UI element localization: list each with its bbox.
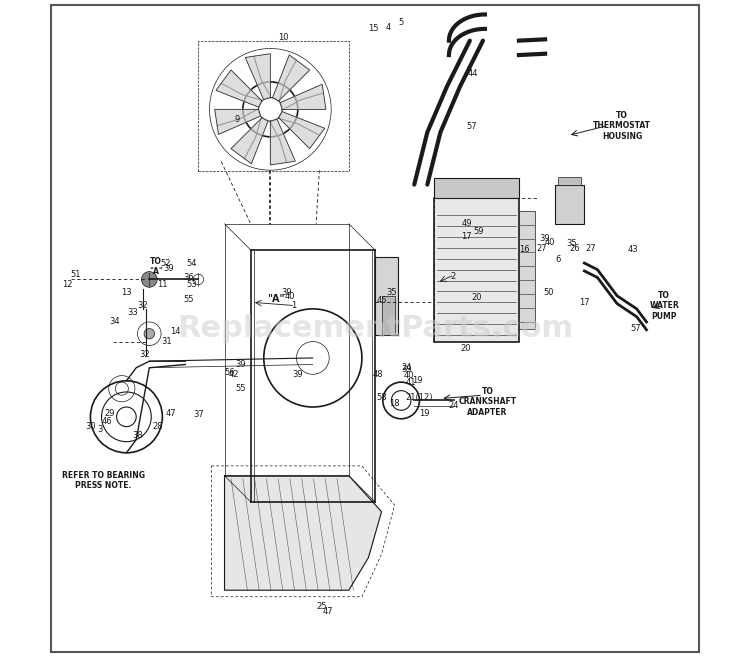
- Polygon shape: [245, 54, 270, 100]
- Text: 35: 35: [386, 288, 397, 297]
- Text: "A": "A": [267, 294, 284, 304]
- Polygon shape: [224, 476, 382, 590]
- Text: 14: 14: [170, 327, 181, 336]
- Text: TO
CRANKSHAFT
ADAPTER: TO CRANKSHAFT ADAPTER: [458, 387, 517, 417]
- Bar: [434, 178, 519, 198]
- Text: 10: 10: [278, 33, 289, 42]
- Text: 56: 56: [224, 369, 235, 378]
- Bar: [555, 185, 584, 224]
- Bar: [558, 177, 581, 185]
- Text: 2: 2: [451, 271, 456, 281]
- Polygon shape: [216, 70, 262, 107]
- Text: 39: 39: [292, 370, 303, 379]
- Text: 26: 26: [569, 244, 580, 253]
- Text: TO
WATER
PUMP: TO WATER PUMP: [650, 290, 679, 321]
- Text: 41: 41: [406, 378, 416, 387]
- Text: 39: 39: [540, 235, 550, 243]
- Text: 4: 4: [386, 23, 391, 32]
- Text: 20: 20: [460, 344, 470, 353]
- Polygon shape: [214, 109, 260, 135]
- Text: 59: 59: [473, 227, 484, 236]
- Text: 17: 17: [579, 298, 590, 307]
- Text: 1: 1: [290, 301, 296, 310]
- Text: 34: 34: [110, 317, 120, 327]
- Text: 19: 19: [419, 409, 429, 418]
- Text: 15: 15: [368, 24, 379, 34]
- Text: 27: 27: [536, 244, 548, 253]
- Text: 39: 39: [164, 264, 174, 273]
- Text: 43: 43: [628, 246, 639, 254]
- Circle shape: [144, 328, 154, 339]
- Text: 55: 55: [236, 384, 246, 393]
- Text: 57: 57: [466, 122, 477, 131]
- Bar: [375, 256, 398, 335]
- Text: 32: 32: [137, 301, 148, 310]
- Text: 53: 53: [187, 279, 197, 288]
- Text: 35: 35: [566, 239, 577, 248]
- Text: 27: 27: [586, 244, 596, 253]
- Text: 58: 58: [376, 393, 387, 401]
- Polygon shape: [279, 112, 325, 148]
- Text: 24: 24: [401, 363, 412, 373]
- Text: 39: 39: [236, 360, 246, 369]
- Text: 24: 24: [448, 401, 459, 409]
- Text: 13: 13: [121, 288, 132, 297]
- Bar: [434, 198, 519, 342]
- Polygon shape: [272, 55, 310, 101]
- Text: 17: 17: [461, 233, 472, 241]
- Text: 52: 52: [160, 259, 171, 267]
- Text: 42: 42: [229, 370, 239, 379]
- Polygon shape: [280, 84, 326, 109]
- Text: 45: 45: [376, 296, 387, 305]
- Text: 54: 54: [187, 259, 197, 267]
- Bar: [519, 211, 536, 328]
- Text: 47: 47: [322, 606, 333, 616]
- Text: 49: 49: [461, 219, 472, 229]
- Text: 19: 19: [413, 376, 423, 386]
- Text: 21(12): 21(12): [406, 393, 433, 401]
- Text: 40: 40: [285, 292, 296, 301]
- Text: 33: 33: [128, 307, 138, 317]
- Text: 40: 40: [404, 371, 414, 380]
- Text: 30: 30: [85, 422, 96, 431]
- Text: 36: 36: [183, 273, 194, 282]
- Text: 29: 29: [105, 409, 116, 418]
- Text: 20: 20: [471, 292, 482, 302]
- Text: 57: 57: [630, 324, 640, 333]
- Polygon shape: [231, 118, 268, 164]
- Text: 46: 46: [101, 417, 112, 426]
- Text: 44: 44: [468, 69, 478, 78]
- Bar: [198, 41, 349, 171]
- Text: 16: 16: [519, 246, 530, 254]
- Polygon shape: [270, 119, 296, 165]
- Text: 51: 51: [70, 270, 80, 279]
- Text: 5: 5: [398, 18, 404, 28]
- Text: 50: 50: [543, 288, 554, 297]
- Text: 37: 37: [193, 411, 204, 419]
- Text: 39: 39: [281, 288, 292, 297]
- Bar: [382, 296, 394, 335]
- Circle shape: [142, 271, 158, 287]
- Text: 39: 39: [401, 365, 412, 374]
- Text: ReplacementParts.com: ReplacementParts.com: [177, 314, 573, 343]
- Text: 31: 31: [162, 337, 172, 346]
- Text: 25: 25: [316, 602, 326, 611]
- Text: 28: 28: [152, 422, 163, 431]
- Text: TO
THERMOSTAT
HOUSING: TO THERMOSTAT HOUSING: [593, 111, 651, 141]
- Text: 6: 6: [556, 256, 561, 264]
- Text: 48: 48: [373, 370, 383, 379]
- Text: REFER TO BEARING
PRESS NOTE.: REFER TO BEARING PRESS NOTE.: [62, 470, 145, 490]
- Text: 55: 55: [183, 294, 194, 304]
- Text: 9: 9: [235, 115, 240, 124]
- Text: 11: 11: [158, 279, 168, 288]
- Text: 32: 32: [140, 350, 150, 359]
- Text: 47: 47: [166, 409, 176, 418]
- Text: 12: 12: [62, 279, 73, 288]
- Text: 3: 3: [98, 425, 103, 434]
- Text: 18: 18: [389, 399, 400, 408]
- Text: 38: 38: [133, 430, 143, 440]
- Text: TO
"A": TO "A": [149, 257, 163, 276]
- Text: 40: 40: [545, 238, 556, 246]
